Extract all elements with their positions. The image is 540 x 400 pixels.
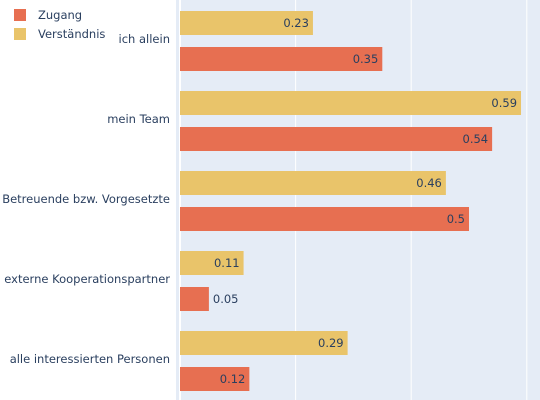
data-label: 0.12 [220, 372, 246, 386]
bar-verstaendnis[interactable] [180, 91, 522, 115]
data-label: 0.35 [353, 52, 379, 66]
data-label: 0.5 [447, 212, 465, 226]
category-label: Betreuende bzw. Vorgesetzte [2, 192, 170, 206]
data-label: 0.05 [213, 292, 239, 306]
data-label: 0.59 [491, 96, 517, 110]
data-label: 0.29 [318, 336, 344, 350]
bar-verstaendnis[interactable] [180, 331, 348, 355]
legend-label: Zugang [38, 8, 82, 22]
category-label: ich allein [119, 32, 170, 46]
legend-item[interactable]: Zugang [14, 8, 82, 22]
legend-swatch [14, 28, 26, 40]
labels-layer: ich allein 0.23 0.35 mein Team 0.59 0.54 Betre… [2, 16, 517, 386]
bar-verstaendnis[interactable] [180, 11, 313, 35]
data-label: 0.54 [463, 132, 489, 146]
category-label: externe Kooperationspartner [4, 272, 170, 286]
category-label: mein Team [107, 112, 170, 126]
legend-swatch [14, 9, 26, 21]
legend[interactable]: Zugang Verständnis [14, 8, 105, 41]
bar-zugang[interactable] [180, 47, 383, 71]
legend-item[interactable]: Verständnis [14, 27, 105, 41]
data-label: 0.46 [416, 176, 442, 190]
bar-zugang[interactable] [180, 287, 209, 311]
bar-zugang[interactable] [180, 367, 250, 391]
bar-verstaendnis[interactable] [180, 171, 446, 195]
category-label: alle interessierten Personen [10, 352, 170, 366]
bar-zugang[interactable] [180, 207, 469, 231]
bars-layer [180, 11, 522, 391]
bar-verstaendnis[interactable] [180, 251, 244, 275]
bar-zugang[interactable] [180, 127, 493, 151]
data-label: 0.11 [214, 256, 240, 270]
data-label: 0.23 [283, 16, 309, 30]
legend-label: Verständnis [38, 27, 105, 41]
